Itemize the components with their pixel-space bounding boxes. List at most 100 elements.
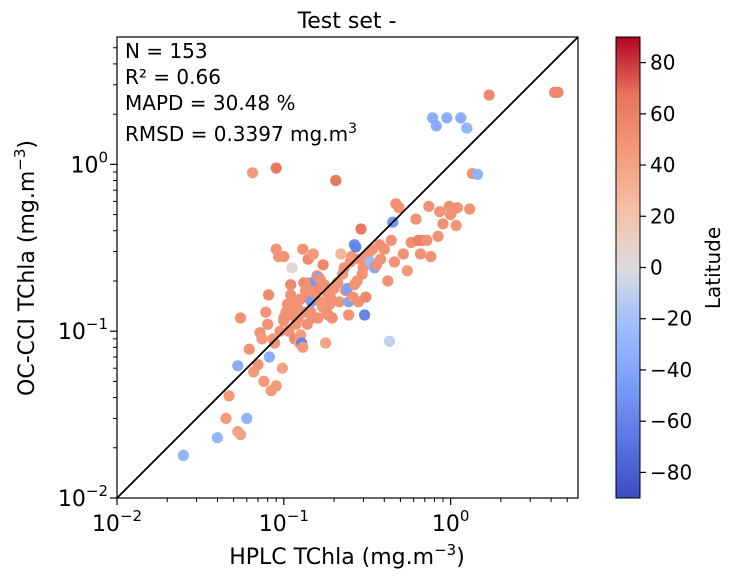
annotation-rmsd-text: RMSD = 0.3397 mg.m [125, 122, 348, 146]
data-point [335, 248, 347, 260]
data-point [234, 312, 247, 324]
data-point [441, 112, 453, 124]
data-point [317, 259, 329, 271]
data-point [177, 449, 189, 461]
data-point [263, 289, 275, 301]
x-axis-label-sup: −3 [434, 541, 456, 559]
y-axis-label-sup: −3 [11, 149, 29, 171]
data-point [220, 412, 232, 424]
data-point [211, 432, 223, 444]
data-point [437, 218, 449, 230]
data-point [294, 293, 306, 305]
data-point [276, 362, 288, 374]
data-point [324, 298, 336, 310]
data-point [278, 251, 290, 263]
colorbar-tick-label: −60 [650, 409, 692, 433]
data-point [472, 168, 484, 180]
data-point [354, 253, 366, 265]
annotation-rmsd: RMSD = 0.3397 mg.m3 [125, 121, 357, 146]
y-axis-label-text: OC-CCI TChla (mg.m [15, 171, 40, 396]
data-point [223, 390, 235, 402]
data-point [455, 112, 467, 124]
plot-frame [116, 36, 579, 499]
data-point [333, 296, 345, 308]
data-point [256, 333, 268, 345]
data-point [360, 291, 372, 303]
data-point [278, 315, 290, 327]
data-point [350, 241, 362, 253]
data-point [483, 89, 495, 101]
x-axis-label-end: ) [456, 545, 465, 570]
data-point [359, 309, 371, 321]
data-point [423, 200, 435, 212]
data-point [464, 203, 476, 215]
data-point [432, 230, 444, 242]
colorbar-tick-label: −80 [650, 460, 692, 484]
data-point [348, 279, 360, 291]
data-point [305, 296, 317, 308]
x-axis-label-text: HPLC TChla (mg.m [229, 545, 434, 570]
annotation-n: N = 153 [125, 39, 208, 63]
y-tick-label: 10−1 [58, 315, 108, 345]
y-tick-label: 100 [70, 148, 108, 178]
data-point [234, 429, 247, 441]
one-to-one-line [117, 37, 578, 498]
y-tick-label: 10−2 [58, 482, 108, 512]
x-axis-label: HPLC TChla (mg.m−3) [229, 541, 465, 570]
data-point [388, 256, 400, 268]
y-axis-label-end: ) [15, 140, 40, 149]
data-point [285, 279, 297, 291]
data-point [425, 251, 437, 263]
colorbar-ticks: 80 60 40 20 0 −20 −40 −60 −80 [640, 51, 692, 484]
y-axis-label: OC-CCI TChla (mg.m−3) [11, 140, 40, 396]
data-point [451, 202, 464, 214]
data-point [414, 248, 427, 260]
data-point [397, 248, 409, 260]
data-point [393, 202, 405, 214]
x-tick-label: 10−2 [92, 507, 142, 537]
data-point [241, 412, 253, 424]
data-point [243, 343, 255, 355]
data-point [307, 248, 319, 260]
data-point [430, 120, 442, 132]
data-point [343, 309, 355, 321]
data-point [270, 162, 282, 174]
data-point [552, 86, 564, 98]
chart-title: Test set - [297, 9, 397, 34]
data-point [270, 380, 282, 392]
data-point [374, 239, 386, 251]
colorbar-label: Latitude [701, 227, 725, 309]
x-tick-label: 100 [432, 507, 470, 537]
data-point [410, 213, 422, 225]
x-tick-label: 10−1 [259, 507, 309, 537]
data-point [355, 223, 367, 235]
data-point [383, 335, 396, 347]
data-point [461, 122, 473, 134]
data-point [285, 289, 297, 301]
data-point [286, 262, 298, 274]
data-point [421, 234, 433, 246]
stats-annotation: N = 153 R² = 0.66 MAPD = 30.48 % RMSD = … [125, 39, 357, 146]
data-point [232, 360, 244, 372]
annotation-mapd: MAPD = 30.48 % [125, 91, 296, 115]
colorbar-tick-label: 20 [650, 204, 675, 228]
annotation-r2: R² = 0.66 [125, 65, 221, 89]
annotation-rmsd-sup: 3 [348, 121, 357, 137]
data-point [269, 337, 281, 349]
colorbar-tick-label: −40 [650, 358, 692, 382]
data-point [252, 359, 264, 371]
data-point [382, 275, 394, 287]
colorbar [615, 36, 641, 499]
data-point [274, 325, 286, 337]
data-point [374, 253, 387, 265]
colorbar-tick-label: −20 [650, 307, 692, 331]
data-point [260, 306, 272, 318]
colorbar-tick-label: 40 [650, 153, 675, 177]
data-point [320, 337, 332, 349]
colorbar-tick-label: 80 [650, 51, 675, 75]
data-point [330, 174, 342, 187]
data-point [300, 285, 312, 297]
data-point [262, 318, 274, 330]
data-point [263, 351, 275, 363]
